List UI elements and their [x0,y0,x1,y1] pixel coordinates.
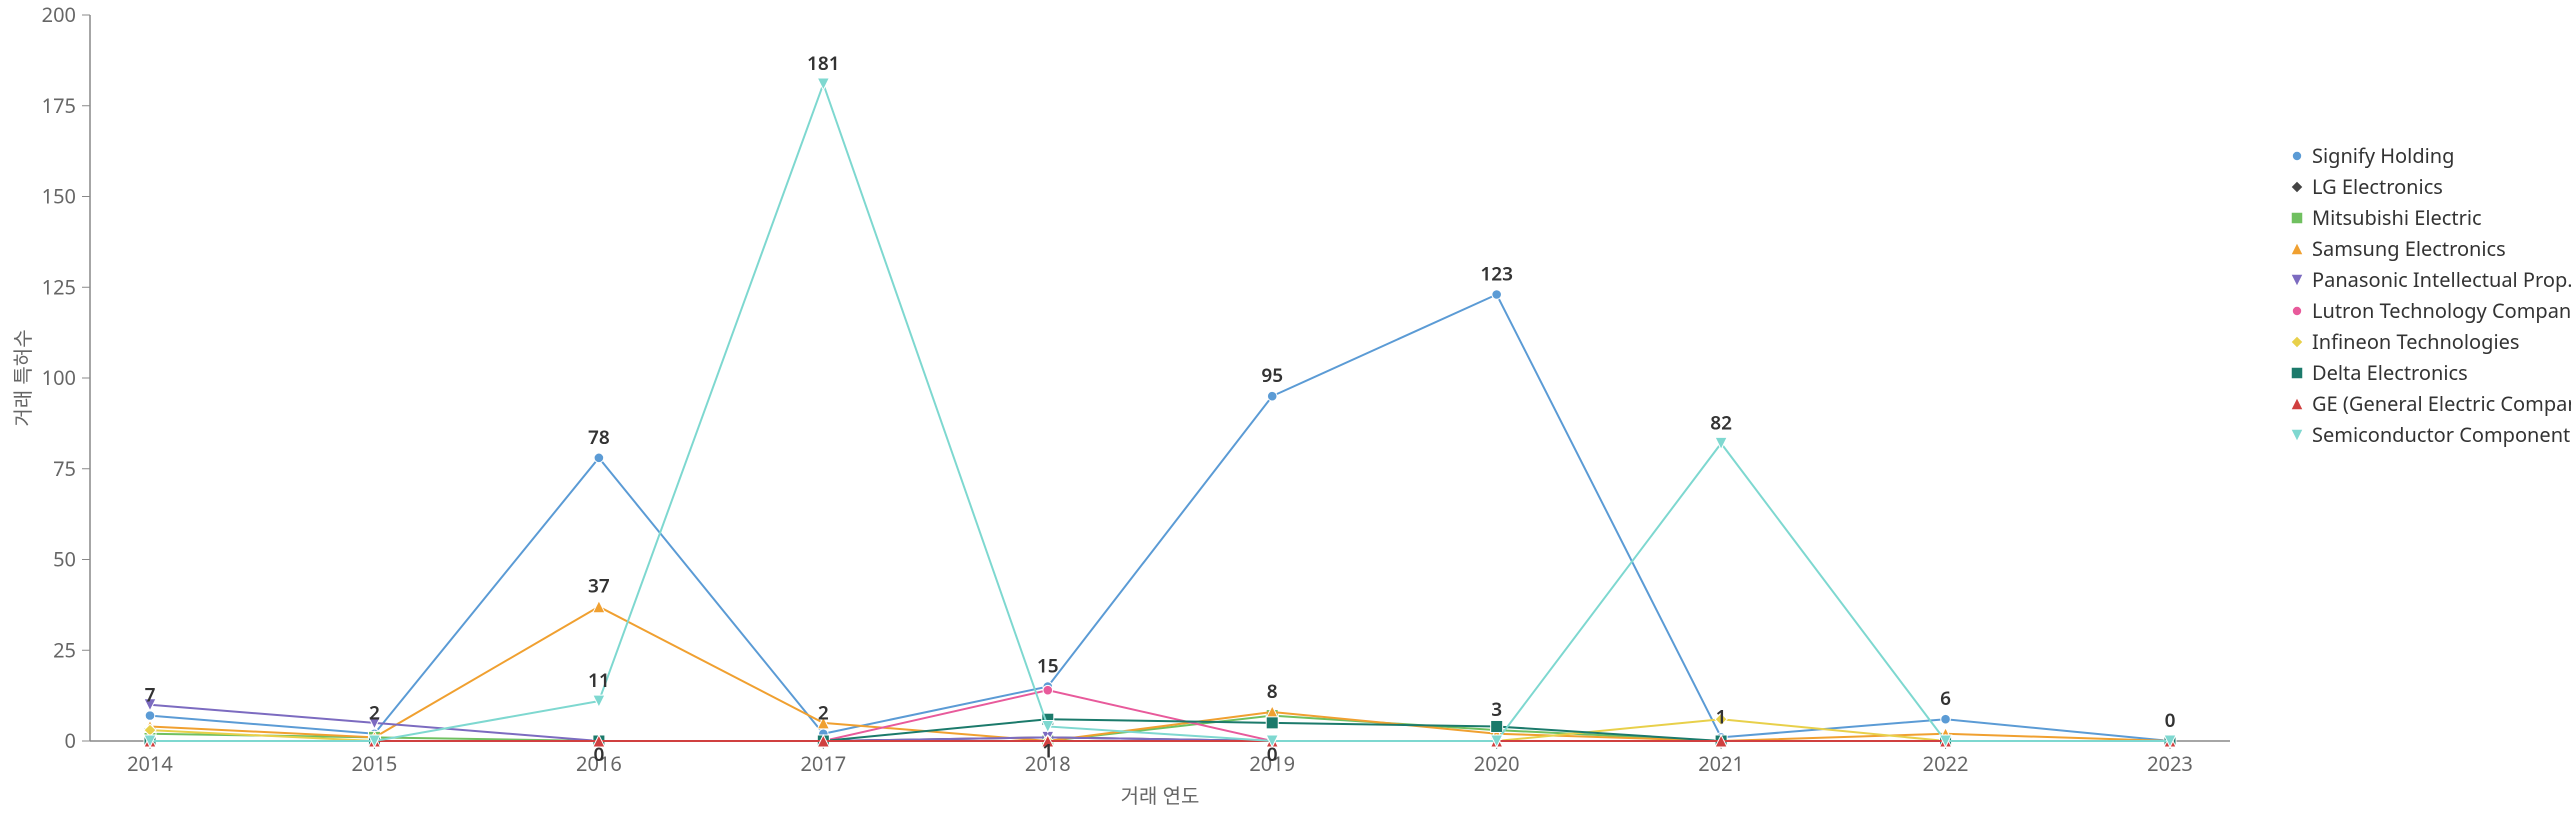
data-label: 78 [588,424,610,450]
legend-item[interactable]: Lutron Technology Company [2290,295,2571,326]
y-tick-label: 100 [42,364,76,391]
line-chart: 0255075100125150175200201420152016201720… [0,0,2571,818]
chart-svg: 0255075100125150175200201420152016201720… [0,0,2571,818]
data-label: 0 [2165,707,2176,733]
legend-item[interactable]: Delta Electronics [2290,357,2571,388]
legend-item[interactable]: Infineon Technologies [2290,326,2571,357]
legend-label: Mitsubishi Electric [2312,202,2482,233]
y-tick-label: 50 [53,546,76,573]
y-tick-label: 175 [42,92,76,119]
data-label: 0 [1267,741,1278,767]
data-label: 8 [1267,678,1278,704]
legend-item[interactable]: GE (General Electric Company) [2290,388,2571,419]
data-label: 1 [1042,737,1053,763]
data-label: 2 [369,700,380,726]
y-tick-label: 150 [42,183,76,210]
x-tick-label: 2021 [1698,750,1744,777]
data-label: 1 [1716,703,1727,729]
x-axis-label: 거래 연도 [1121,782,1200,809]
legend-label: LG Electronics [2312,171,2443,202]
legend-label: Panasonic Intellectual Prop... [2312,264,2571,295]
data-label: 123 [1480,261,1513,287]
data-label: 95 [1261,362,1283,388]
series-line [150,84,2170,741]
legend-item[interactable]: Mitsubishi Electric [2290,202,2571,233]
x-tick-label: 2023 [2147,750,2193,777]
legend-label: GE (General Electric Company) [2312,388,2571,419]
chart-legend: Signify HoldingLG ElectronicsMitsubishi … [2290,140,2571,450]
data-label: 37 [588,573,610,599]
legend-item[interactable]: Signify Holding [2290,140,2571,171]
legend-label: Semiconductor Components In... [2312,419,2571,450]
y-tick-label: 0 [65,727,76,754]
x-tick-label: 2020 [1474,750,1520,777]
legend-item[interactable]: Samsung Electronics [2290,233,2571,264]
data-label: 7 [145,682,156,708]
y-tick-label: 125 [42,273,76,300]
data-label: 15 [1037,653,1059,679]
data-label: 181 [807,50,840,76]
legend-item[interactable]: Semiconductor Components In... [2290,419,2571,450]
legend-label: Lutron Technology Company [2312,295,2571,326]
series-line [150,295,2170,741]
legend-label: Samsung Electronics [2312,233,2506,264]
x-tick-label: 2015 [352,750,398,777]
y-tick-label: 200 [42,1,76,28]
data-label: 11 [588,667,610,693]
data-label: 82 [1710,409,1732,435]
data-label: 3 [1491,696,1502,722]
legend-item[interactable]: LG Electronics [2290,171,2571,202]
x-tick-label: 2014 [127,750,173,777]
legend-label: Signify Holding [2312,140,2454,171]
y-tick-label: 25 [53,636,76,663]
legend-item[interactable]: Panasonic Intellectual Prop... [2290,264,2571,295]
x-tick-label: 2017 [800,750,846,777]
data-label: 2 [818,700,829,726]
y-tick-label: 75 [53,455,76,482]
data-label: 0 [593,741,604,767]
x-tick-label: 2022 [1923,750,1969,777]
data-label: 6 [1940,685,1951,711]
legend-label: Infineon Technologies [2312,326,2519,357]
y-axis-label: 거래 특허수 [9,329,36,426]
legend-label: Delta Electronics [2312,357,2468,388]
